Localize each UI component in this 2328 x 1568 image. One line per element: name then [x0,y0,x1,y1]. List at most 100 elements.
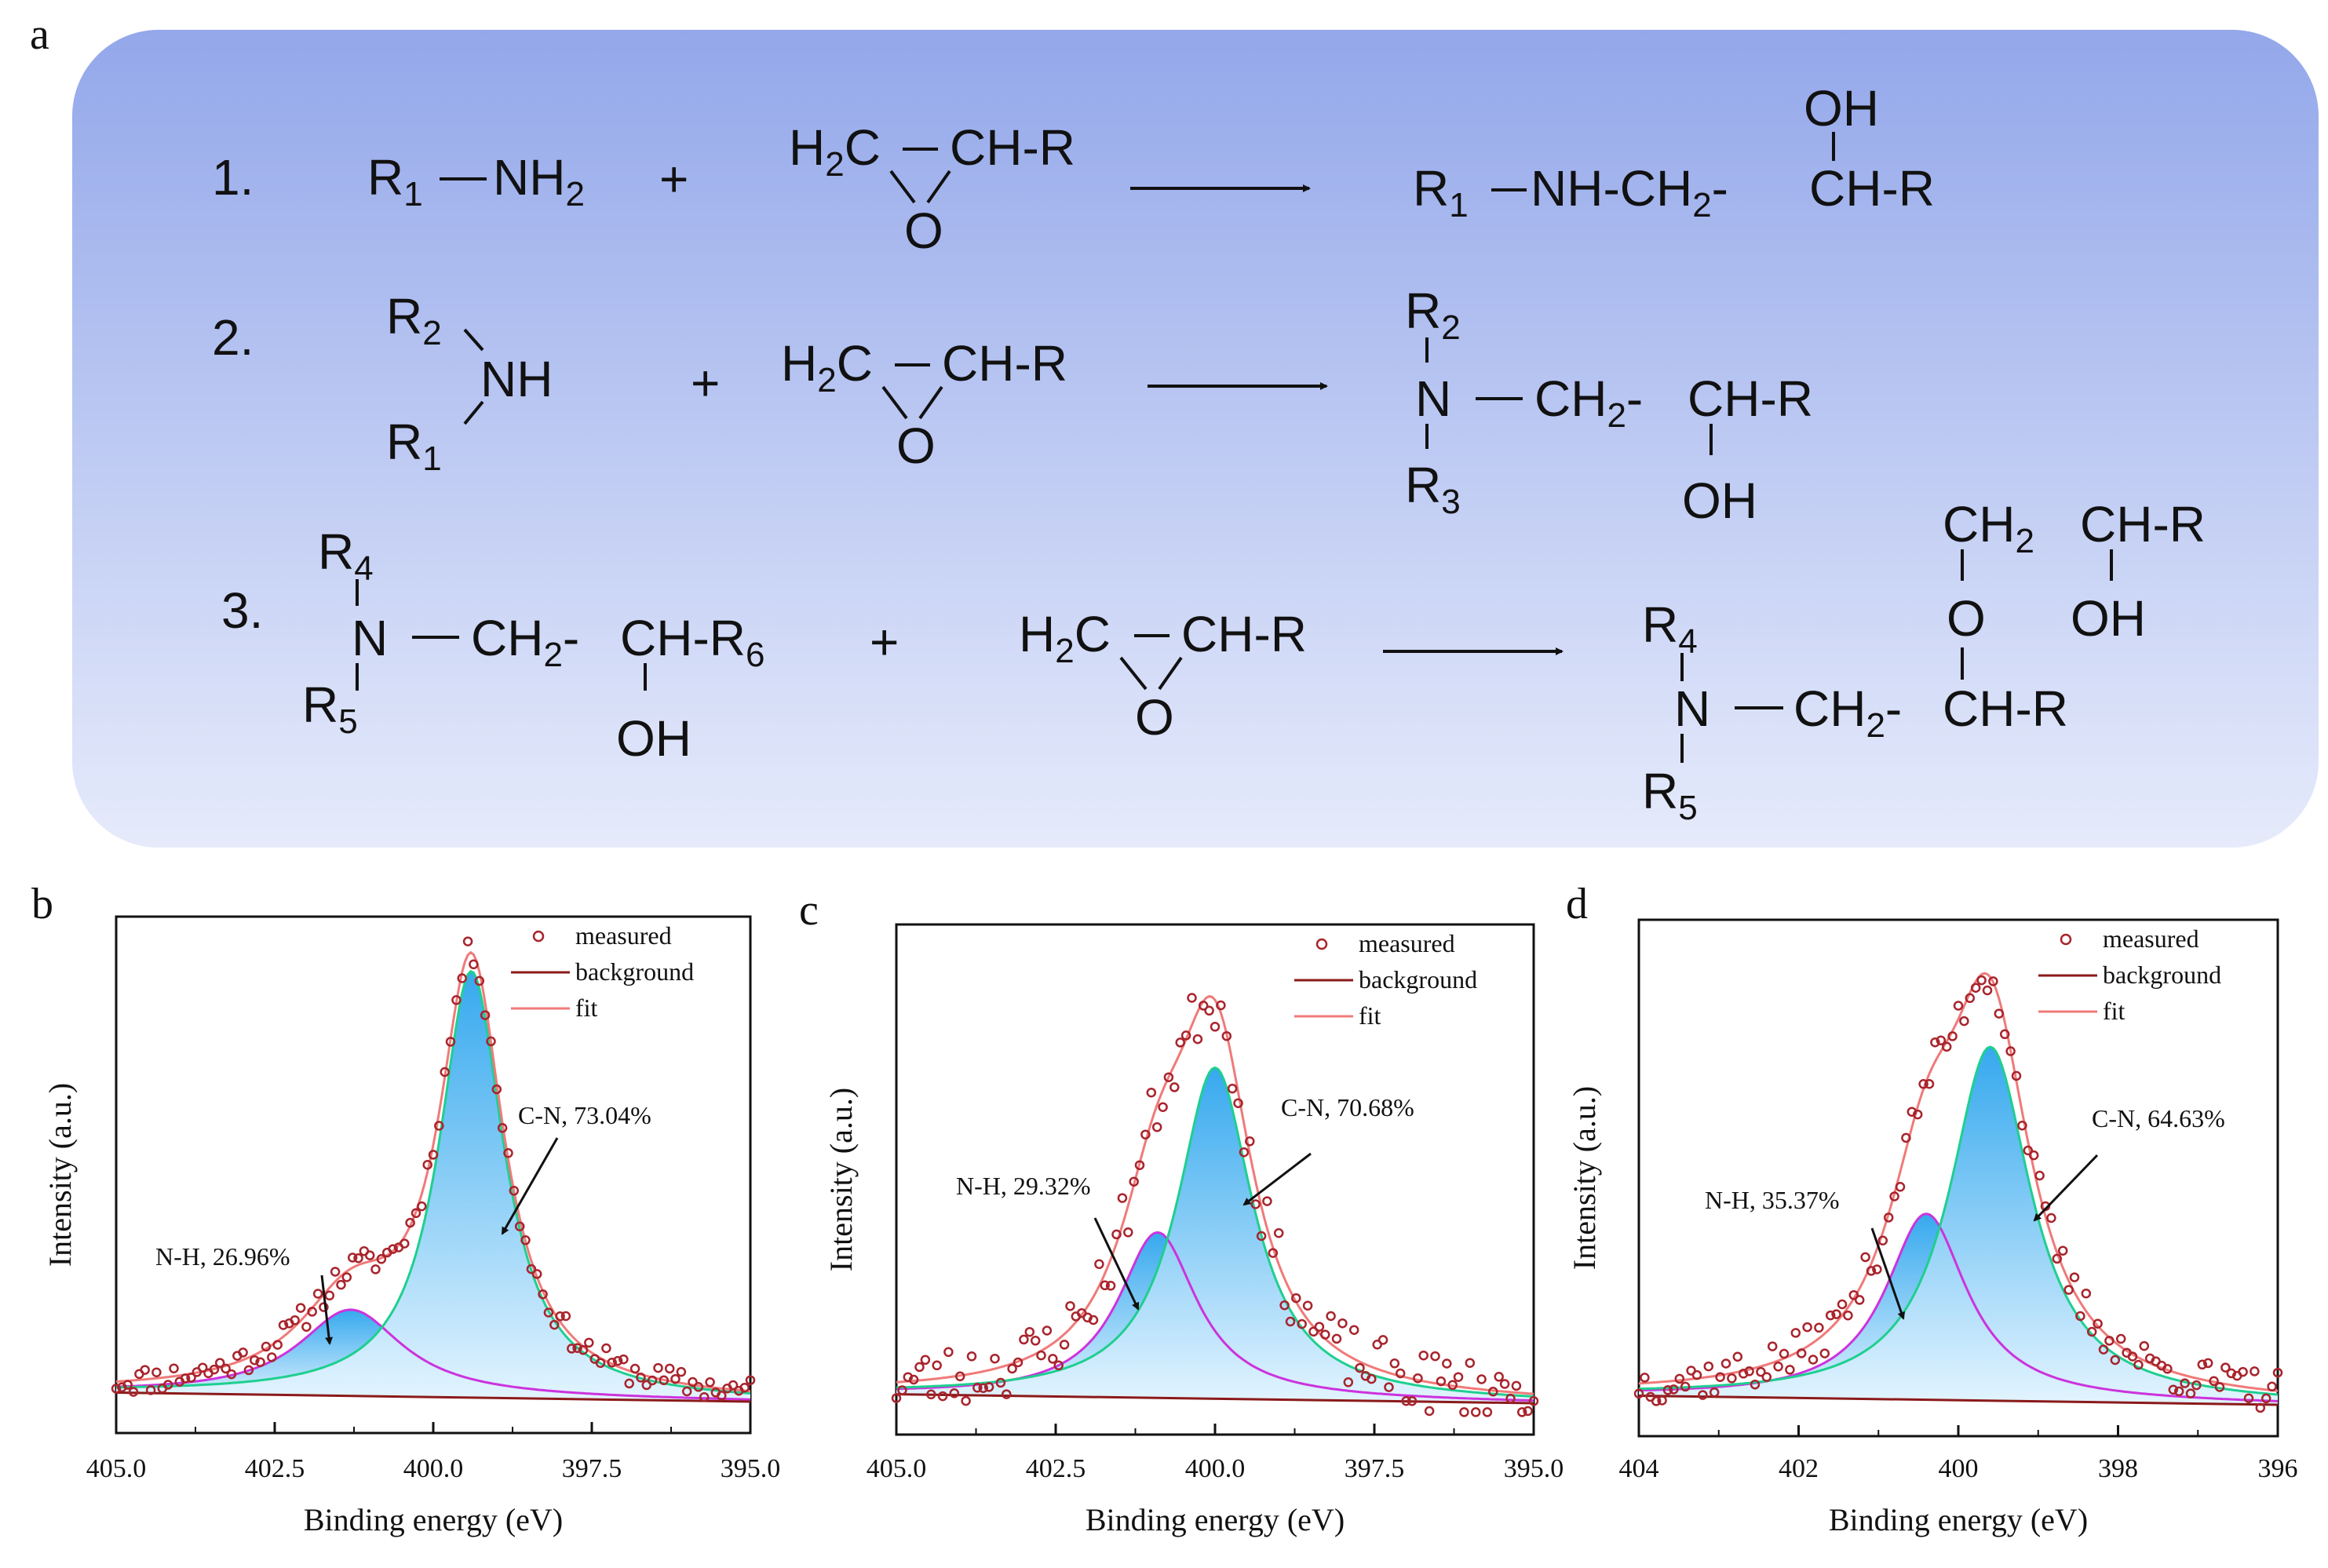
panel-label-c: c [799,886,819,935]
annotation-arrow [1093,1217,1140,1311]
measured-point [1297,1318,1307,1329]
measured-point [336,1279,346,1290]
product-chr: CH-R [1688,370,1813,427]
product-oh: OH [1682,472,1757,529]
measured-point [1424,1406,1435,1417]
measured-point [670,1373,681,1384]
measured-point [1819,1348,1830,1358]
measured-point [543,1307,554,1318]
measured-point [1036,1350,1046,1361]
measured-point [1245,1136,1255,1147]
measured-point [1268,1248,1279,1258]
panel-label-b: b [31,880,53,928]
x-tick-label: 397.5 [1345,1454,1405,1483]
measured-point [1169,1082,1180,1092]
measured-point [1065,1300,1075,1311]
reaction-scheme: 1. R1​ NH2​ + H2​C CH-R O R1​ NH-CH2​- C… [72,30,2319,848]
amine-r4: R4​ [318,523,374,588]
measured-point [1860,1252,1870,1263]
xps-chart-b: 405.0 402.5 400.0 397.5 395.0 Binding energy … [42,915,780,1537]
measured-point [2243,1393,2254,1403]
measured-point [451,995,462,1005]
measured-point [1999,1029,2010,1040]
legend-marker-measured [2060,933,2072,946]
measured-point [221,1363,231,1374]
measured-point [509,1186,520,1196]
panel-label-a: a [30,10,49,59]
measured-point [2197,1359,2208,1370]
measured-point [2267,1381,2277,1392]
amine-n: N [352,610,388,666]
measured-point [128,1387,139,1397]
product-oh: OH [2071,590,2146,647]
measured-point [943,1347,954,1358]
epoxide-ch2: H2​C [1019,606,1111,670]
measured-point [1651,1396,1662,1406]
measured-point [324,1290,335,1301]
measured-point [966,1351,977,1362]
x-axis-label: Binding energy (eV) [1086,1502,1345,1537]
measured-point [1709,1387,1720,1398]
measured-point [607,1357,617,1368]
measured-point [2272,1367,2283,1378]
measured-point [1831,1309,1841,1319]
measured-point [653,1362,663,1373]
measured-point [1198,1001,1209,1011]
measured-point [376,1254,387,1264]
measured-point [2255,1402,2266,1413]
measured-point [197,1362,208,1373]
x-tick-label: 396 [2258,1454,2298,1483]
measured-point [186,1373,196,1383]
measured-point [2093,1318,2103,1329]
measured-point [301,1322,312,1332]
measured-point [659,1375,670,1386]
measured-point [1505,1393,1516,1404]
measured-point [474,975,485,986]
measured-point [330,1267,341,1277]
epoxide-o: O [1135,689,1174,746]
measured-point [1936,1035,1947,1045]
y-axis-label: Intensity (a.u.) [823,1088,859,1271]
legend-label-background: background [1359,965,1477,994]
x-tick-label: 405.0 [86,1454,147,1483]
measured-point [1761,1372,1772,1382]
measured-point [1453,1372,1464,1382]
epoxide-chr: CH-R [942,335,1067,392]
measured-point [2052,1253,2063,1264]
amine-r5: R5​ [302,676,358,741]
product-chain: NH-CH2​- [1531,160,1728,224]
measured-point [1941,1041,1952,1052]
plus-sign: + [659,151,688,207]
measured-point [1732,1351,1743,1362]
measured-point [180,1373,191,1384]
measured-point [745,1375,756,1385]
measured-point [2133,1359,2144,1370]
measured-point [1744,1366,1754,1377]
legend-label-fit: fit [2103,997,2125,1025]
measured-point [1691,1369,1702,1380]
measured-point [2115,1333,2126,1344]
measured-point [388,1244,398,1254]
measured-point [1377,1335,1388,1345]
measured-point [2005,1046,2016,1056]
product-o-ether: O [1947,590,1986,647]
annotation-arrow [2033,1154,2099,1222]
measured-point [728,1380,739,1391]
product-chr: CH-R [1809,160,1935,217]
measured-point [469,959,479,970]
measured-point [1019,1334,1029,1345]
measured-point [405,1217,415,1228]
annotation-c-n: C-N, 70.68% [1281,1093,1414,1121]
measured-point [1013,1357,1024,1368]
measured-point [990,1353,1000,1364]
measured-point [636,1373,646,1383]
measured-point [1715,1372,1725,1382]
measured-point [295,1303,306,1313]
measured-point [531,1269,542,1279]
measured-point [949,1388,960,1398]
bond [1119,656,1148,691]
product-chr-top: CH-R [2080,496,2206,552]
measured-point [1210,1022,1221,1032]
measured-point [1395,1368,1406,1379]
